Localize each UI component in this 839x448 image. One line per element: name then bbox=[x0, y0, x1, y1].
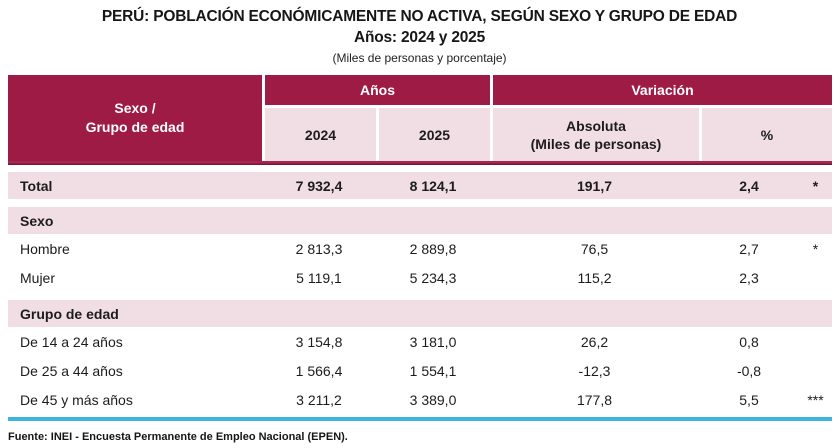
row-label: Mujer bbox=[20, 269, 56, 286]
title-block: PERÚ: POBLACIÓN ECONÓMICAMENTE NO ACTIVA… bbox=[0, 0, 839, 66]
value-var-absoluta: 177,8 bbox=[576, 391, 613, 408]
value-var-percent: 2,4 bbox=[739, 177, 759, 194]
header-absoluta-line2: (Miles de personas) bbox=[530, 135, 662, 152]
value-var-absoluta: -12,3 bbox=[578, 362, 611, 379]
row-label: De 45 y más años bbox=[20, 391, 133, 408]
value-var-absoluta: 26,2 bbox=[580, 333, 609, 350]
header-corner-line1: Sexo / bbox=[114, 100, 156, 116]
table-row-mujer: Mujer 5 119,1 5 234,3 115,2 2,3 bbox=[8, 263, 832, 292]
value-var-percent: 2,7 bbox=[739, 240, 759, 257]
report-title: PERÚ: POBLACIÓN ECONÓMICAMENTE NO ACTIVA… bbox=[101, 8, 738, 25]
value-var-absoluta: 76,5 bbox=[580, 240, 609, 257]
table-row-45-mas: De 45 y más años 3 211,2 3 389,0 177,8 5… bbox=[8, 385, 832, 414]
value-var-percent: 0,8 bbox=[739, 333, 759, 350]
value-2025: 3 389,0 bbox=[409, 391, 457, 408]
header-variacion: Variación bbox=[490, 75, 832, 108]
value-var-percent: 2,3 bbox=[739, 269, 759, 286]
header-col-absoluta: Absoluta (Miles de personas) bbox=[490, 108, 699, 161]
value-2024: 2 813,3 bbox=[295, 240, 343, 257]
section-gap bbox=[8, 199, 832, 207]
value-var-absoluta: 191,7 bbox=[576, 177, 613, 194]
row-label: De 25 a 44 años bbox=[20, 362, 123, 379]
value-2025: 1 554,1 bbox=[409, 362, 457, 379]
section-label: Grupo de edad bbox=[20, 305, 119, 322]
value-2024: 3 211,2 bbox=[296, 391, 342, 408]
header-bottom-rule bbox=[8, 161, 832, 165]
table-row-14-24: De 14 a 24 años 3 154,8 3 181,0 26,2 0,8 bbox=[8, 327, 832, 356]
significance-note: * bbox=[812, 240, 819, 257]
row-label: Hombre bbox=[20, 240, 70, 257]
unit-note: (Miles de personas y porcentaje) bbox=[332, 51, 507, 65]
significance-note: * bbox=[812, 177, 819, 194]
table-section-grupo-edad: Grupo de edad bbox=[8, 300, 832, 327]
section-label: Sexo bbox=[20, 212, 54, 229]
value-2025: 5 234,3 bbox=[409, 269, 457, 286]
value-2024: 1 566,4 bbox=[295, 362, 343, 379]
table-row-hombre: Hombre 2 813,3 2 889,8 76,5 2,7 * bbox=[8, 234, 832, 263]
value-2025: 2 889,8 bbox=[409, 240, 457, 257]
header-sexo-grupo-edad: Sexo / Grupo de edad bbox=[8, 75, 262, 161]
value-2024: 3 154,8 bbox=[295, 333, 343, 350]
table-row-25-44: De 25 a 44 años 1 566,4 1 554,1 -12,3 -0… bbox=[8, 356, 832, 385]
source-note: Fuente: INEI - Encuesta Permanente de Em… bbox=[8, 431, 348, 443]
statistics-table: Sexo / Grupo de edad Años Variación 2024… bbox=[8, 75, 832, 421]
table-row-total: Total 7 932,4 8 124,1 191,7 2,4 * bbox=[8, 172, 832, 199]
header-col-2025: 2025 bbox=[376, 108, 490, 161]
header-corner-line2: Grupo de edad bbox=[85, 119, 185, 135]
value-2024: 5 119,1 bbox=[296, 269, 342, 286]
value-var-percent: 5,5 bbox=[739, 391, 759, 408]
table-bottom-rule bbox=[8, 417, 832, 421]
header-col-percent: % bbox=[699, 108, 832, 161]
header-anios: Años bbox=[262, 75, 490, 108]
table-section-sexo: Sexo bbox=[8, 207, 832, 234]
header-absoluta-line1: Absoluta bbox=[566, 117, 626, 134]
table-header: Sexo / Grupo de edad Años Variación 2024… bbox=[8, 75, 832, 161]
value-var-percent: -0,8 bbox=[736, 362, 762, 379]
report-years-subtitle: Años: 2024 y 2025 bbox=[353, 29, 485, 46]
row-label: De 14 a 24 años bbox=[20, 333, 123, 350]
row-label: Total bbox=[20, 177, 53, 194]
value-2024: 7 932,4 bbox=[295, 177, 343, 194]
section-gap bbox=[8, 292, 832, 300]
value-2025: 3 181,0 bbox=[409, 333, 457, 350]
value-var-absoluta: 115,2 bbox=[577, 269, 612, 286]
significance-note: *** bbox=[807, 391, 824, 408]
header-col-2024: 2024 bbox=[262, 108, 376, 161]
value-2025: 8 124,1 bbox=[409, 177, 457, 194]
